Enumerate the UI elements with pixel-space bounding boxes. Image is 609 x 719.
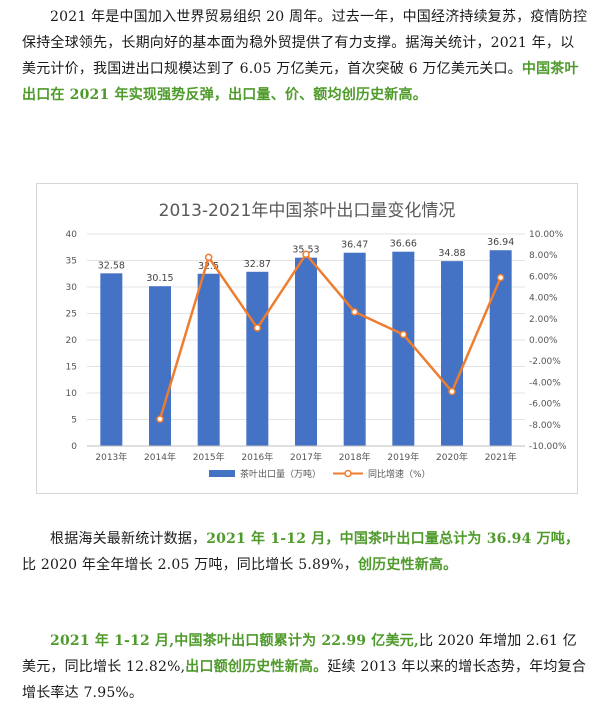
bar-value-label: 36.94 <box>487 237 514 248</box>
legend-line-label: 同比增速（%） <box>368 468 431 480</box>
legend-line-marker <box>344 469 352 478</box>
value-text-2: 延续 2013 年以来的增长态势，年均复合增长率达 7.95%。 <box>22 659 587 701</box>
left-axis-tick-label: 0 <box>71 442 77 452</box>
volume-highlight-1: 2021 年 1-12 月，中国茶叶出口量总计为 36.94 万吨， <box>206 531 580 547</box>
right-axis-tick-label: 2.00% <box>529 315 558 325</box>
bar-value-label: 32.87 <box>244 259 271 270</box>
left-axis-tick-label: 25 <box>66 310 77 320</box>
x-axis-tick-label: 2018年 <box>339 451 371 463</box>
bar <box>392 251 415 446</box>
bar-value-label: 36.66 <box>390 239 417 250</box>
bar <box>246 271 269 446</box>
value-text-1: 比 2020 年增加 2.61 亿美元，同比增长 12.82%, <box>22 633 577 675</box>
right-axis-tick-label: -6.00% <box>529 400 561 410</box>
bar-value-label: 30.15 <box>146 273 173 284</box>
left-axis-tick-label: 10 <box>66 389 78 399</box>
x-axis-tick-label: 2013年 <box>95 451 127 463</box>
left-axis-tick-label: 35 <box>66 257 77 267</box>
legend-bar-label: 茶叶出口量（万吨） <box>240 468 321 480</box>
right-axis-tick-label: 6.00% <box>529 272 558 282</box>
right-axis-tick-label: -10.00% <box>529 442 567 452</box>
bar-value-label: 36.47 <box>341 240 368 251</box>
bar <box>295 257 317 446</box>
x-axis-tick-label: 2017年 <box>290 451 322 463</box>
bar <box>441 261 463 446</box>
chart-canvas: 2013-2021年中国茶叶出口量变化情况 32.58 30.15 32.5 32.8… <box>66 201 567 480</box>
growth-rate-point <box>302 250 310 258</box>
intro-highlight: 中国茶叶出口在 2021 年实现强势反弹，出口量、价、额均创历史新高。 <box>22 61 579 103</box>
volume-text-2: 比 2020 年全年增长 2.05 万吨，同比增长 5.89%， <box>22 557 358 573</box>
right-axis-tick-label: -2.00% <box>529 357 561 367</box>
bar <box>149 286 171 446</box>
bar <box>489 250 512 446</box>
growth-rate-point <box>399 330 408 339</box>
bar <box>197 273 220 446</box>
right-axis-tick-label: 4.00% <box>529 294 558 304</box>
value-highlight-2: 出口额创历史性新高。 <box>185 659 328 675</box>
bar-value-label: 34.88 <box>438 248 465 259</box>
x-axis-tick-label: 2014年 <box>144 451 176 463</box>
x-axis-tick-label: 2019年 <box>387 451 419 463</box>
right-axis-tick-label: 8.00% <box>529 251 558 261</box>
bar-value-label: 35.53 <box>292 245 319 256</box>
intro-text: 2021 年是中国加入世界贸易组织 20 周年。过去一年，中国经济持续复苏，疫情… <box>22 9 588 77</box>
intro-paragraph: 2021 年是中国加入世界贸易组织 20 周年。过去一年，中国经济持续复苏，疫情… <box>22 4 588 108</box>
value-paragraph: 2021 年 1-12 月,中国茶叶出口额累计为 22.99 亿美元,比 202… <box>22 628 588 706</box>
right-axis-tick-label: -8.00% <box>529 421 561 431</box>
growth-rate-line <box>158 252 502 420</box>
bar-value-label: 32.5 <box>198 261 219 272</box>
volume-highlight-2: 创历史性新高。 <box>357 557 458 573</box>
right-axis-tick-label: -4.00% <box>529 378 561 388</box>
x-axis-tick-label: 2021年 <box>485 451 517 463</box>
chart-title: 2013-2021年中国茶叶出口量变化情况 <box>159 201 456 221</box>
growth-rate-point <box>448 387 456 396</box>
volume-paragraph: 根据海关最新统计数据，2021 年 1-12 月，中国茶叶出口量总计为 36.9… <box>22 526 588 578</box>
legend-bar-swatch <box>209 470 235 477</box>
value-highlight-1: 2021 年 1-12 月,中国茶叶出口额累计为 22.99 亿美元, <box>50 633 419 649</box>
volume-text-1: 根据海关最新统计数据， <box>50 531 207 547</box>
growth-rate-point <box>204 253 213 262</box>
growth-rate-point <box>350 308 359 316</box>
left-axis-tick-label: 15 <box>66 363 77 373</box>
x-axis-tick-label: 2015年 <box>193 451 225 463</box>
right-axis-tick-label: 10.00% <box>529 230 564 240</box>
tea-export-chart: 2013-2021年中国茶叶出口量变化情况 32.58 30.15 32.5 32.8… <box>36 183 578 494</box>
growth-rate-point <box>156 415 164 423</box>
growth-rate-point <box>253 324 262 332</box>
x-axis-tick-label: 2020年 <box>436 451 468 463</box>
growth-rate-point <box>496 273 505 282</box>
left-axis-tick-label: 30 <box>66 283 78 293</box>
right-axis-tick-label: 0.00% <box>529 336 558 346</box>
left-axis-tick-label: 40 <box>66 230 78 240</box>
left-axis-tick-label: 5 <box>71 416 77 426</box>
bar <box>343 252 366 446</box>
x-axis-tick-label: 2016年 <box>241 451 273 463</box>
bar-value-label: 32.58 <box>98 260 125 271</box>
left-axis-tick-label: 20 <box>66 336 78 346</box>
bar <box>100 273 123 446</box>
chart-legend: 茶叶出口量（万吨） 同比增速（%） <box>209 468 431 480</box>
